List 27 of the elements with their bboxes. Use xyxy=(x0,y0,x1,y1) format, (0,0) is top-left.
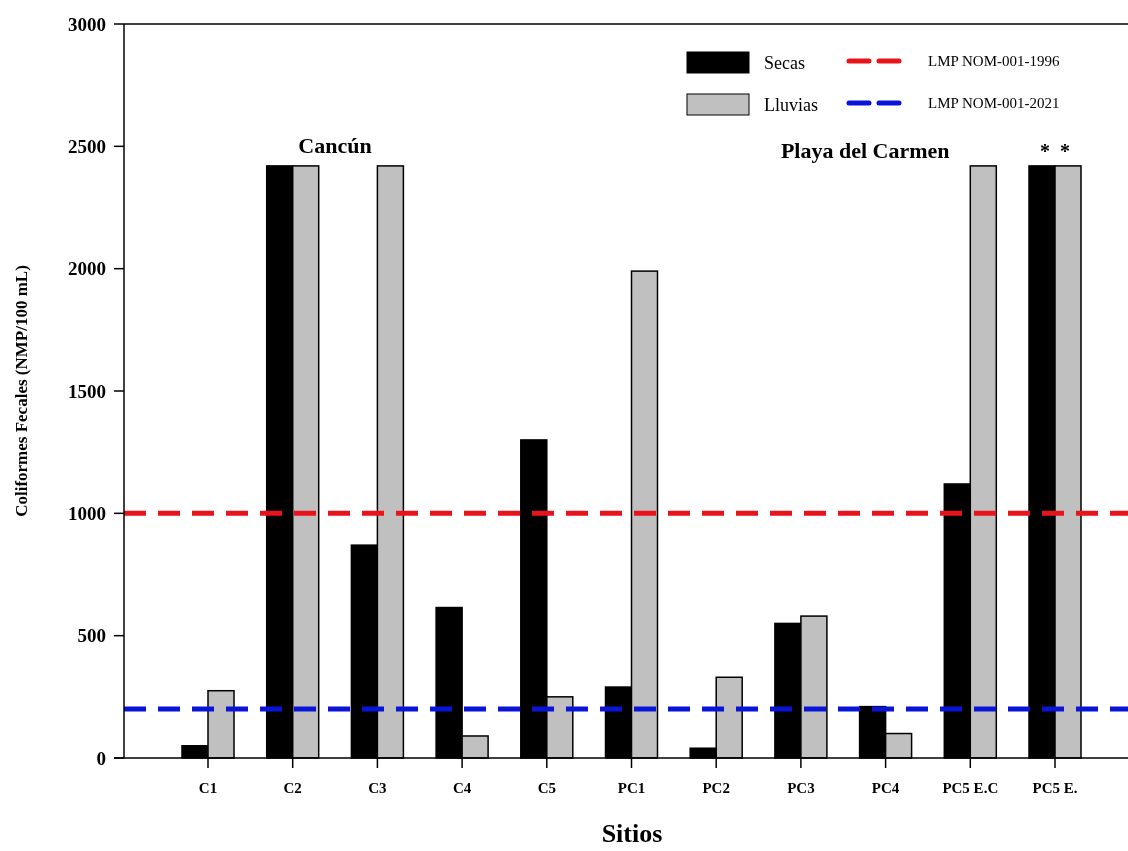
x-tick-label: PC3 xyxy=(787,780,815,796)
legend-label: LMP NOM-001-1996 xyxy=(928,53,1061,70)
annotation: Cancún xyxy=(298,133,372,158)
x-tick-label: PC5 E. xyxy=(1032,780,1078,796)
legend-label: Lluvias xyxy=(764,95,818,116)
x-tick-label: C5 xyxy=(537,780,556,796)
x-tick-label: PC4 xyxy=(871,780,900,796)
annotation: Playa del Carmen xyxy=(780,138,950,163)
x-tick-label: PC1 xyxy=(617,780,646,796)
y-tick-label: 2500 xyxy=(68,135,106,157)
y-tick-label: 500 xyxy=(77,625,106,647)
legend-label: Secas xyxy=(764,53,805,74)
x-tick-label: C3 xyxy=(368,780,387,796)
x-tick-label: C1 xyxy=(198,780,218,796)
annotation: * * xyxy=(1040,139,1070,162)
legend-label: LMP NOM-001-2021 xyxy=(928,95,1060,112)
x-tick-label: PC5 E.C xyxy=(942,780,999,796)
y-tick-label: 1500 xyxy=(68,380,106,402)
x-tick-label: C2 xyxy=(283,780,302,796)
y-tick-label: 0 xyxy=(96,747,106,769)
y-tick-label: 3000 xyxy=(68,13,106,35)
x-axis-title: Sitios xyxy=(601,819,663,848)
y-tick-label: 1000 xyxy=(68,502,106,524)
x-tick-label: PC2 xyxy=(702,780,730,796)
x-tick-label: C4 xyxy=(452,780,472,796)
y-tick-label: 2000 xyxy=(68,258,106,280)
y-axis-title: Coliformes Fecales (NMP/100 mL) xyxy=(12,265,31,517)
